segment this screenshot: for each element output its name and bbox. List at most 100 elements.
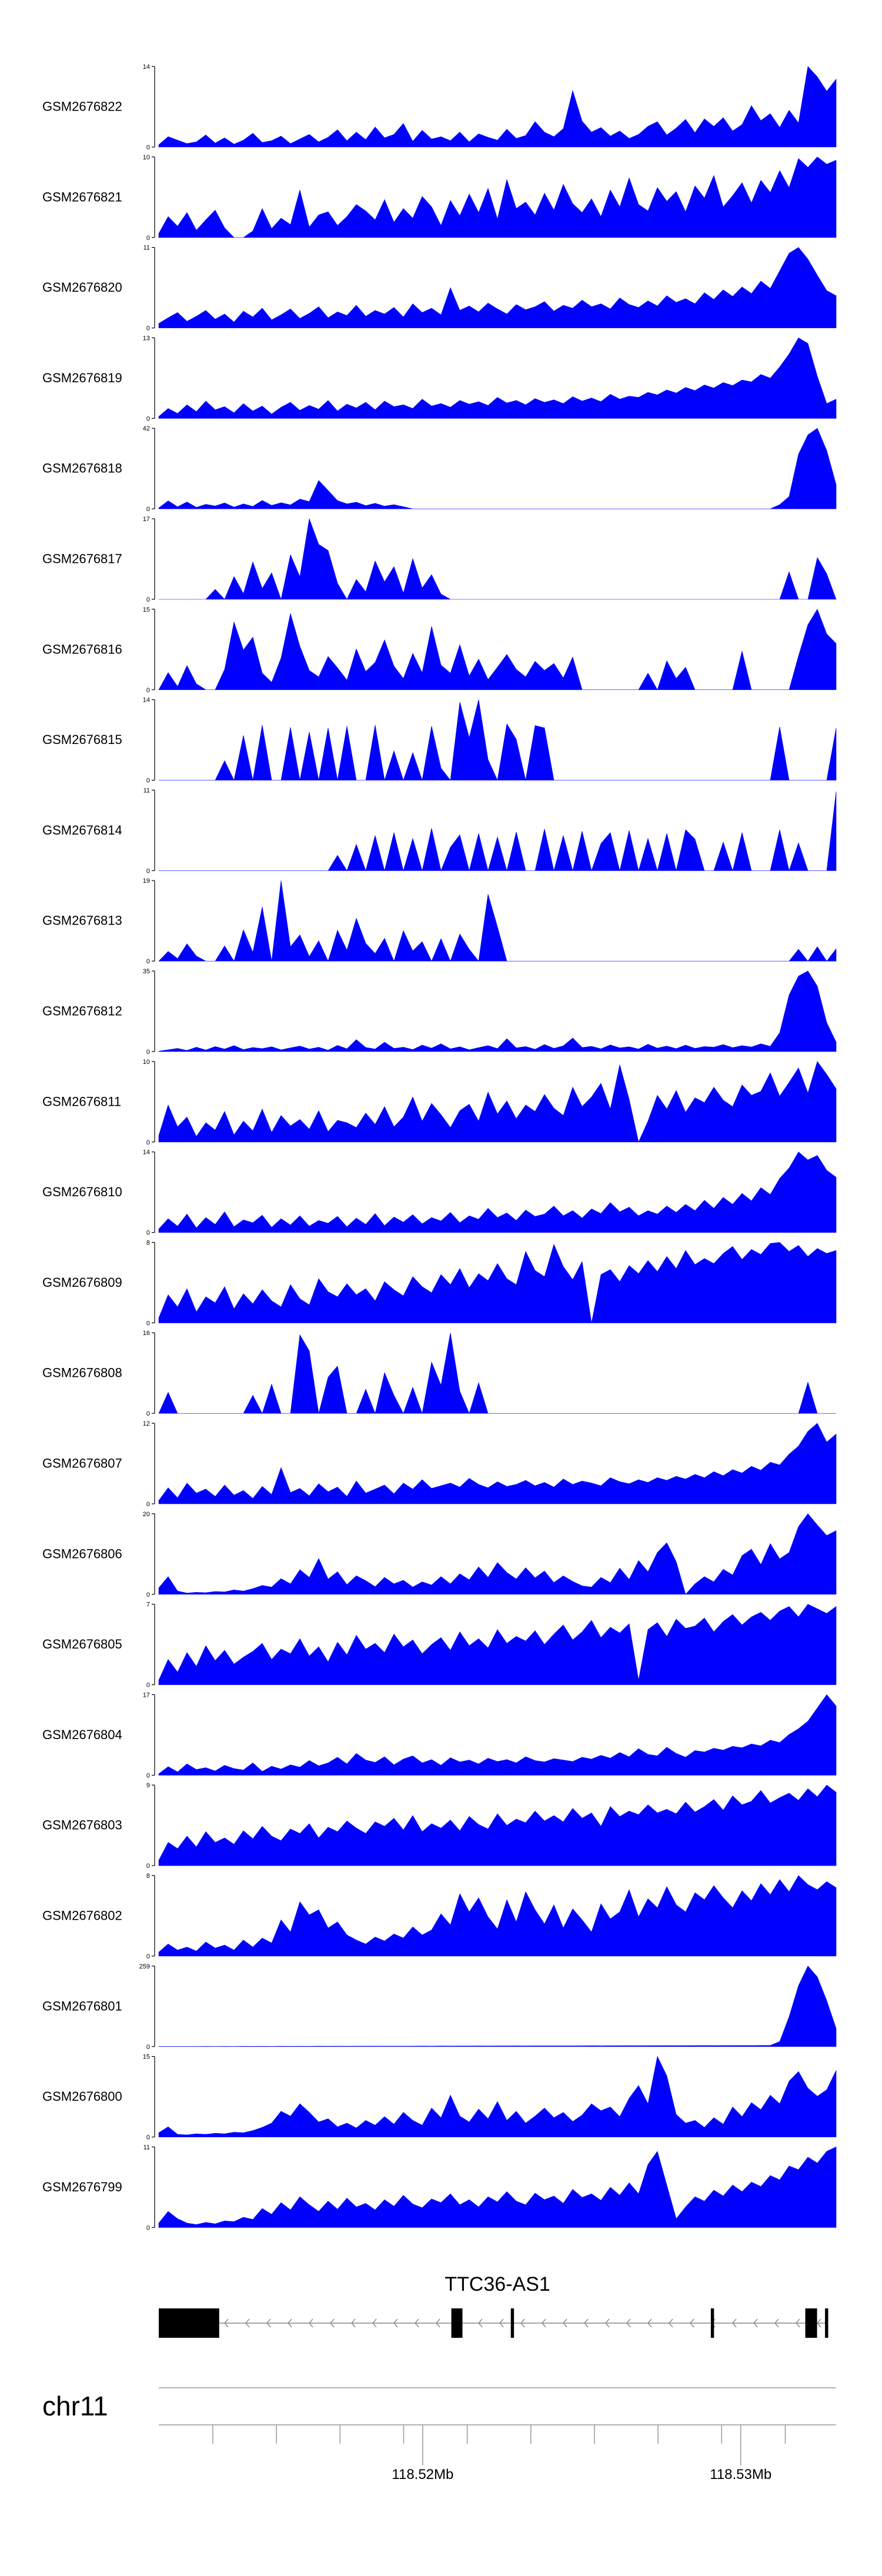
y-zero-label: 0 — [146, 596, 150, 603]
signal-area — [158, 1513, 837, 1595]
y-max-label: 20 — [143, 1511, 150, 1518]
y-max-label: 14 — [143, 697, 150, 704]
y-zero-label: 0 — [146, 2134, 150, 2141]
strand-arrow — [669, 2318, 673, 2328]
exon-block — [805, 2308, 817, 2338]
track-name: GSM2676813 — [42, 913, 122, 928]
y-zero-label: 0 — [146, 506, 150, 513]
y-max-label: 7 — [146, 1601, 150, 1609]
strand-arrow — [732, 2318, 737, 2328]
y-max-label: 16 — [143, 1330, 150, 1337]
strand-arrow — [499, 2318, 504, 2328]
signal-area — [159, 699, 837, 781]
signal-area — [158, 66, 837, 148]
track-name: GSM2676799 — [42, 2180, 122, 2194]
y-zero-label: 0 — [146, 1863, 150, 1870]
genome-axis-track: chr11 118.52Mb 118.53Mb — [42, 2387, 836, 2482]
signal-area — [158, 1604, 837, 1685]
track-name: GSM2676805 — [42, 1637, 122, 1651]
track-GSM2676819: GSM2676819 13 0 — [42, 335, 837, 422]
y-max-label: 10 — [143, 1059, 150, 1066]
y-max-label: 42 — [143, 425, 150, 432]
y-zero-label: 0 — [146, 1049, 150, 1056]
signal-area — [158, 247, 837, 328]
exon-block — [451, 2308, 463, 2338]
strand-arrow — [393, 2318, 398, 2328]
track-GSM2676811: GSM2676811 10 0 — [42, 1059, 837, 1146]
signal-area — [158, 428, 837, 509]
track-name: GSM2676811 — [42, 1094, 121, 1109]
chromosome-label: chr11 — [42, 2391, 108, 2421]
signal-area — [158, 1423, 837, 1504]
y-max-label: 8 — [146, 1239, 150, 1246]
y-zero-label: 0 — [146, 1501, 150, 1508]
y-zero-label: 0 — [146, 687, 150, 694]
track-GSM2676822: GSM2676822 14 0 — [42, 64, 837, 151]
track-GSM2676817: GSM2676817 17 0 — [42, 516, 837, 603]
strand-arrow — [584, 2318, 589, 2328]
signal-area — [158, 609, 837, 690]
track-GSM2676799: GSM2676799 11 0 — [42, 2144, 837, 2231]
track-GSM2676812: GSM2676812 35 0 — [42, 968, 837, 1056]
y-zero-label: 0 — [146, 1772, 150, 1779]
track-name: GSM2676810 — [42, 1184, 122, 1199]
track-GSM2676814: GSM2676814 11 0 — [42, 787, 837, 875]
track-name: GSM2676808 — [42, 1366, 122, 1380]
track-name: GSM2676803 — [42, 1818, 122, 1833]
track-GSM2676821: GSM2676821 10 0 — [42, 154, 837, 242]
strand-arrow — [647, 2318, 652, 2328]
gene-model-track: TTC36-AS1 — [159, 2273, 828, 2338]
signal-area — [158, 1694, 837, 1776]
axis-position-label: 118.53Mb — [710, 2467, 771, 2482]
track-name: GSM2676815 — [42, 732, 122, 747]
y-zero-label: 0 — [146, 1410, 150, 1417]
y-max-label: 15 — [143, 2054, 150, 2061]
strand-arrow — [245, 2318, 250, 2328]
strand-arrow — [330, 2318, 335, 2328]
y-zero-label: 0 — [146, 867, 150, 875]
track-GSM2676809: GSM2676809 8 0 — [42, 1239, 837, 1327]
y-zero-label: 0 — [146, 958, 150, 965]
signal-area — [158, 2146, 837, 2228]
track-GSM2676820: GSM2676820 11 0 — [42, 245, 837, 332]
signal-area — [158, 1242, 837, 1323]
strand-arrow — [774, 2318, 779, 2328]
signal-area — [159, 791, 837, 872]
track-GSM2676804: GSM2676804 17 0 — [42, 1691, 837, 1779]
track-name: GSM2676819 — [42, 371, 122, 385]
y-max-label: 12 — [143, 1420, 150, 1427]
signal-tracks: GSM2676822140GSM2676821100GSM2676820110G… — [42, 64, 837, 2231]
track-name: GSM2676802 — [42, 1908, 122, 1923]
signal-area — [158, 970, 837, 1052]
track-GSM2676802: GSM2676802 8 0 — [42, 1873, 837, 1960]
track-name: GSM2676821 — [42, 189, 122, 204]
y-zero-label: 0 — [146, 235, 150, 242]
y-max-label: 259 — [139, 1963, 150, 1970]
signal-area — [158, 156, 837, 238]
strand-arrow — [288, 2318, 292, 2328]
track-name: GSM2676806 — [42, 1546, 122, 1561]
signal-area — [158, 1333, 836, 1414]
track-GSM2676808: GSM2676808 16 0 — [42, 1330, 836, 1417]
strand-arrow — [690, 2318, 694, 2328]
y-max-label: 17 — [143, 516, 150, 523]
track-GSM2676801: GSM2676801 259 0 — [42, 1963, 837, 2051]
strand-arrow — [563, 2318, 567, 2328]
strand-arrow — [415, 2318, 419, 2328]
strand-arrow — [753, 2318, 758, 2328]
strand-arrow — [266, 2318, 271, 2328]
strand-arrow — [478, 2318, 483, 2328]
track-name: GSM2676818 — [42, 461, 122, 476]
track-name: GSM2676804 — [42, 1727, 122, 1742]
track-name: GSM2676816 — [42, 642, 122, 656]
y-zero-label: 0 — [146, 2044, 150, 2051]
axis-position-label: 118.52Mb — [392, 2467, 453, 2482]
y-max-label: 19 — [143, 877, 150, 885]
y-max-label: 9 — [146, 1782, 150, 1789]
y-max-label: 11 — [143, 787, 150, 794]
y-zero-label: 0 — [146, 1953, 150, 1960]
signal-area — [158, 880, 837, 962]
y-max-label: 35 — [143, 968, 150, 975]
strand-arrow — [542, 2318, 546, 2328]
